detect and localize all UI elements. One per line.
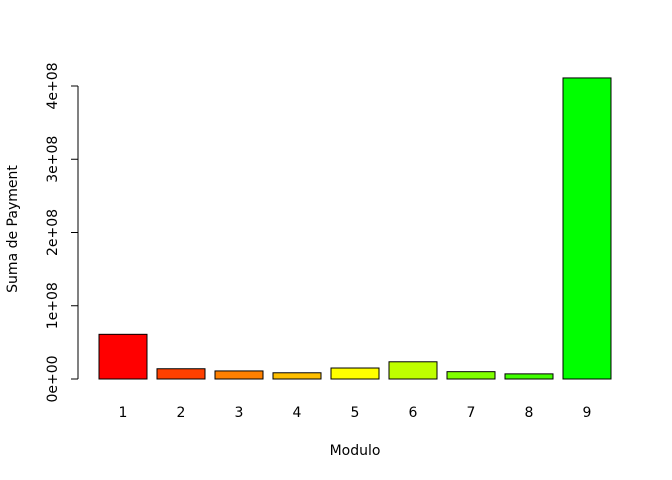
x-tick-label: 6 — [409, 405, 418, 421]
x-tick-label: 9 — [583, 405, 592, 421]
bar-8 — [504, 373, 554, 380]
bars — [98, 77, 612, 380]
x-tick-label: 2 — [177, 405, 186, 421]
y-axis-label: Suma de Payment — [5, 165, 21, 293]
bar-6 — [388, 361, 438, 380]
x-tick-label: 1 — [119, 405, 128, 421]
y-tick-label: 1e+08 — [45, 282, 61, 329]
bar-4 — [272, 372, 322, 380]
bar-9 — [562, 77, 612, 380]
bar-2 — [156, 368, 206, 380]
bar-1 — [98, 333, 148, 380]
bar-3 — [214, 370, 264, 380]
x-axis-label: Modulo — [330, 443, 381, 459]
x-tick-label: 8 — [525, 405, 534, 421]
y-axis: 0e+00 1e+08 2e+08 3e+08 4e+08 — [45, 62, 79, 403]
x-tick-label: 5 — [351, 405, 360, 421]
bar-7 — [446, 371, 496, 380]
y-tick-label: 3e+08 — [45, 136, 61, 183]
y-tick-label: 2e+08 — [45, 209, 61, 256]
x-tick-label: 3 — [235, 405, 244, 421]
y-tick-label: 0e+00 — [45, 355, 61, 402]
bar-5 — [330, 367, 380, 380]
x-tick-label: 4 — [293, 405, 302, 421]
y-tick-label: 4e+08 — [45, 62, 61, 109]
x-tick-labels: 1 2 3 4 5 6 7 8 9 — [119, 405, 592, 421]
x-tick-label: 7 — [467, 405, 476, 421]
